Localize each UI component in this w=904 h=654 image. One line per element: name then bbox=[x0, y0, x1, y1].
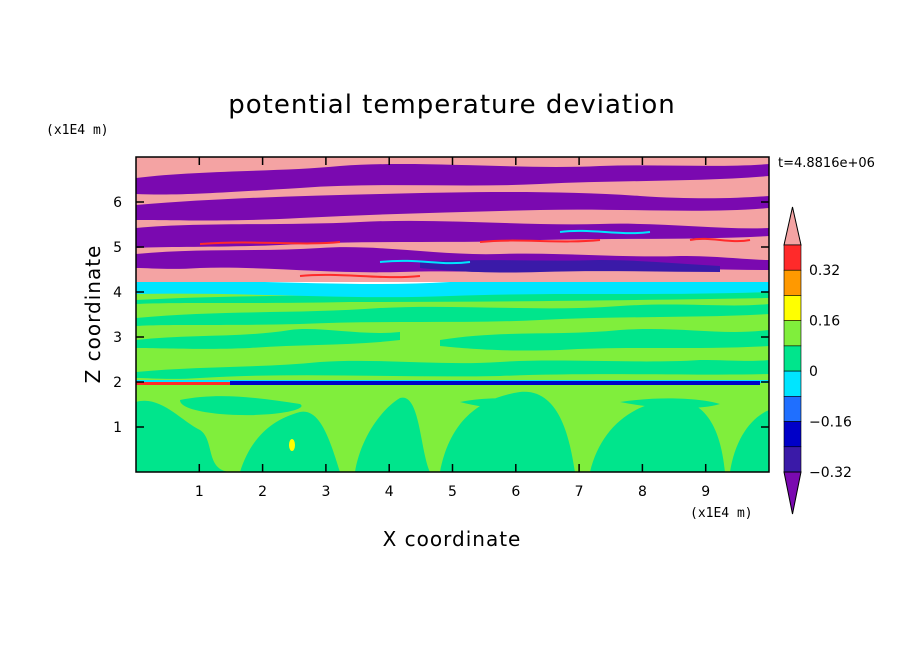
x-tick-label: 6 bbox=[511, 484, 520, 500]
y-tick-label: 3 bbox=[113, 330, 122, 346]
y-axis: 1 2 3 4 5 6 bbox=[113, 195, 769, 436]
colorbar-label: 0.16 bbox=[809, 314, 840, 330]
plume-region bbox=[136, 391, 769, 472]
colorbar-extend-bottom bbox=[783, 471, 802, 515]
upper-red-streaks bbox=[199, 237, 751, 279]
colorbar-segment bbox=[783, 244, 802, 271]
x-tick-label: 4 bbox=[385, 484, 394, 500]
x-tick-label: 2 bbox=[258, 484, 267, 500]
x-tick-label: 7 bbox=[575, 484, 584, 500]
y-tick-label: 4 bbox=[113, 285, 122, 301]
y-tick-label: 6 bbox=[113, 195, 122, 211]
transition-cyan bbox=[136, 278, 769, 298]
y-tick-label: 5 bbox=[113, 240, 122, 256]
y-unit-label: (x1E4 m) bbox=[46, 123, 109, 138]
x-tick-label: 9 bbox=[701, 484, 710, 500]
x-tick-label: 5 bbox=[448, 484, 457, 500]
z2-blue-band bbox=[230, 381, 760, 385]
colorbar-segment bbox=[783, 421, 802, 448]
colorbar-label: 0.32 bbox=[809, 263, 840, 279]
colorbar-segment bbox=[783, 396, 802, 422]
x-tick-label: 3 bbox=[321, 484, 330, 500]
colorbar-label: −0.16 bbox=[809, 415, 852, 431]
upper-purple-layers bbox=[136, 164, 769, 273]
colorbar-label: 0 bbox=[809, 364, 818, 380]
x-axis: 1 2 3 4 5 6 7 8 9 bbox=[195, 157, 710, 500]
time-label: t=4.8816e+06 bbox=[778, 156, 875, 171]
yellow-spot bbox=[289, 439, 295, 451]
x-unit-label: (x1E4 m) bbox=[690, 506, 753, 521]
colorbar: 0.32 0.16 0 −0.16 −0.32 bbox=[783, 206, 852, 515]
colorbar-segment bbox=[783, 446, 802, 473]
plot-field bbox=[136, 157, 769, 472]
upper-blue-edges bbox=[420, 260, 720, 273]
colorbar-label: −0.32 bbox=[809, 465, 852, 481]
y-tick-label: 2 bbox=[113, 375, 122, 391]
x-tick-label: 8 bbox=[638, 484, 647, 500]
colorbar-segment bbox=[783, 345, 802, 372]
x-axis-label: X coordinate bbox=[383, 527, 522, 551]
colorbar-segment bbox=[783, 320, 802, 347]
colorbar-segment bbox=[783, 370, 802, 397]
colorbar-segment bbox=[783, 269, 802, 296]
upper-cyan-streaks bbox=[379, 229, 651, 265]
mid-green-bands bbox=[136, 291, 769, 379]
colorbar-segment bbox=[783, 295, 802, 321]
x-tick-label: 1 bbox=[195, 484, 204, 500]
z2-red-band bbox=[136, 382, 230, 385]
chart-title: potential temperature deviation bbox=[228, 90, 675, 120]
y-tick-label: 1 bbox=[113, 420, 122, 436]
y-axis-label: Z coordinate bbox=[81, 245, 105, 384]
colorbar-extend-top bbox=[783, 206, 802, 246]
